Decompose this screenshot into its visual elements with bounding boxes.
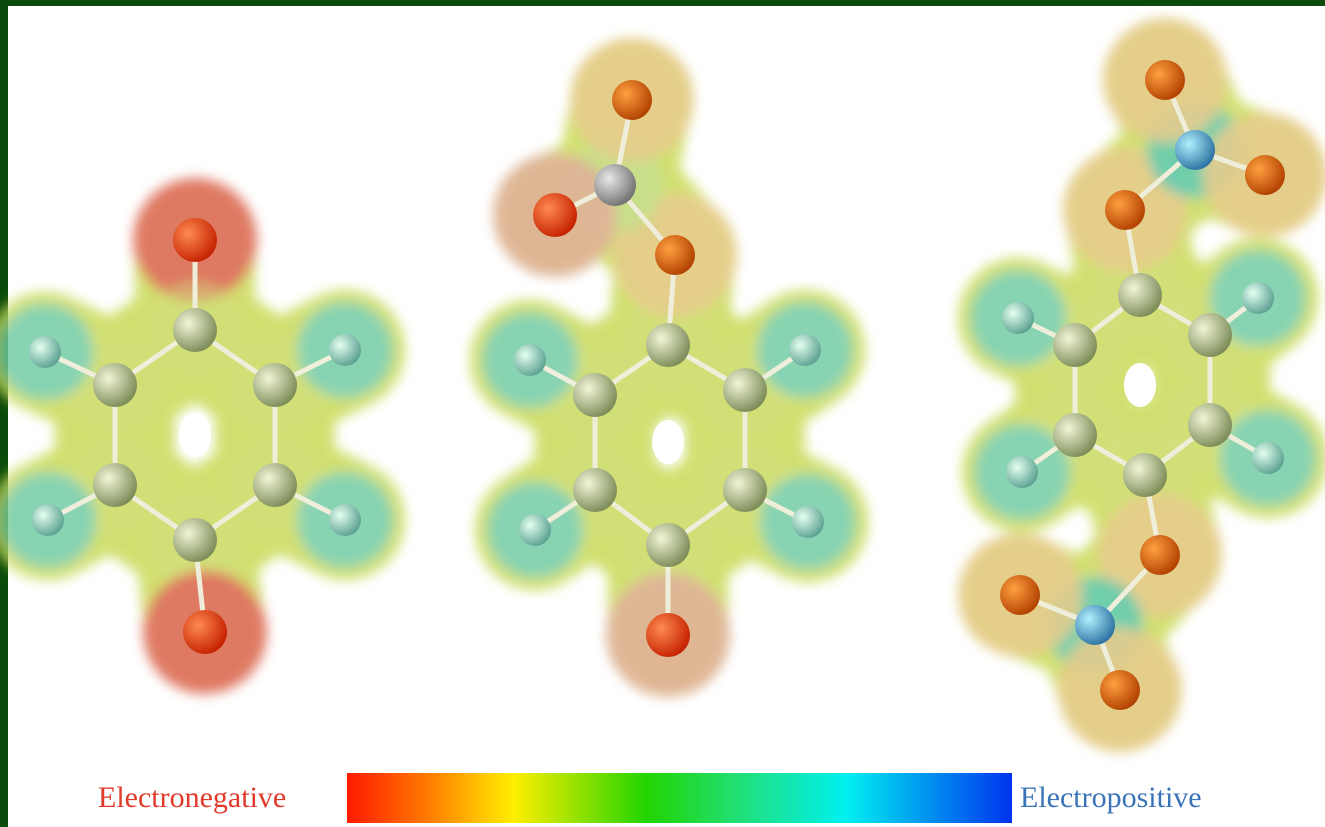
- atom: [1075, 605, 1115, 645]
- atom: [1118, 273, 1162, 317]
- atom: [1006, 456, 1038, 488]
- atom: [1123, 453, 1167, 497]
- atom: [1175, 130, 1215, 170]
- atom: [93, 463, 137, 507]
- surface-hole: [652, 420, 684, 464]
- atom: [173, 518, 217, 562]
- atom: [789, 334, 821, 366]
- atom: [573, 468, 617, 512]
- atom: [1145, 60, 1185, 100]
- atom: [253, 463, 297, 507]
- atom: [329, 334, 361, 366]
- molecule: [958, 18, 1325, 752]
- atom: [329, 504, 361, 536]
- atom: [1000, 575, 1040, 615]
- surface-hole: [179, 413, 211, 457]
- atom: [723, 468, 767, 512]
- atom: [1245, 155, 1285, 195]
- atom: [594, 164, 636, 206]
- atom: [1252, 442, 1284, 474]
- atom: [173, 218, 217, 262]
- atom: [533, 193, 577, 237]
- atom: [1002, 302, 1034, 334]
- atom: [646, 323, 690, 367]
- legend-left-label: Electronegative: [98, 781, 286, 814]
- atom: [1188, 313, 1232, 357]
- atom: [1188, 403, 1232, 447]
- atom: [519, 514, 551, 546]
- atom: [32, 504, 64, 536]
- molecule: [0, 178, 393, 694]
- atom: [1105, 190, 1145, 230]
- atom: [93, 363, 137, 407]
- atom: [183, 610, 227, 654]
- molecule: [482, 38, 856, 697]
- atom: [655, 235, 695, 275]
- molecules: [0, 18, 1325, 752]
- atom: [723, 368, 767, 412]
- atom: [646, 613, 690, 657]
- atom: [1242, 282, 1274, 314]
- atom: [1100, 670, 1140, 710]
- atom: [792, 506, 824, 538]
- atom: [573, 373, 617, 417]
- atom: [1140, 535, 1180, 575]
- figure: Electronegative Electropositive: [0, 0, 1325, 827]
- atom: [29, 336, 61, 368]
- atom: [253, 363, 297, 407]
- color-scale-bar: [347, 773, 1012, 823]
- page: Electronegative Electropositive (() => {…: [0, 0, 1325, 827]
- atom: [173, 308, 217, 352]
- surface-hole: [1124, 363, 1156, 407]
- atom: [646, 523, 690, 567]
- atom: [514, 344, 546, 376]
- atom: [612, 80, 652, 120]
- legend-right-label: Electropositive: [1020, 781, 1202, 814]
- atom: [1053, 323, 1097, 367]
- atom: [1053, 413, 1097, 457]
